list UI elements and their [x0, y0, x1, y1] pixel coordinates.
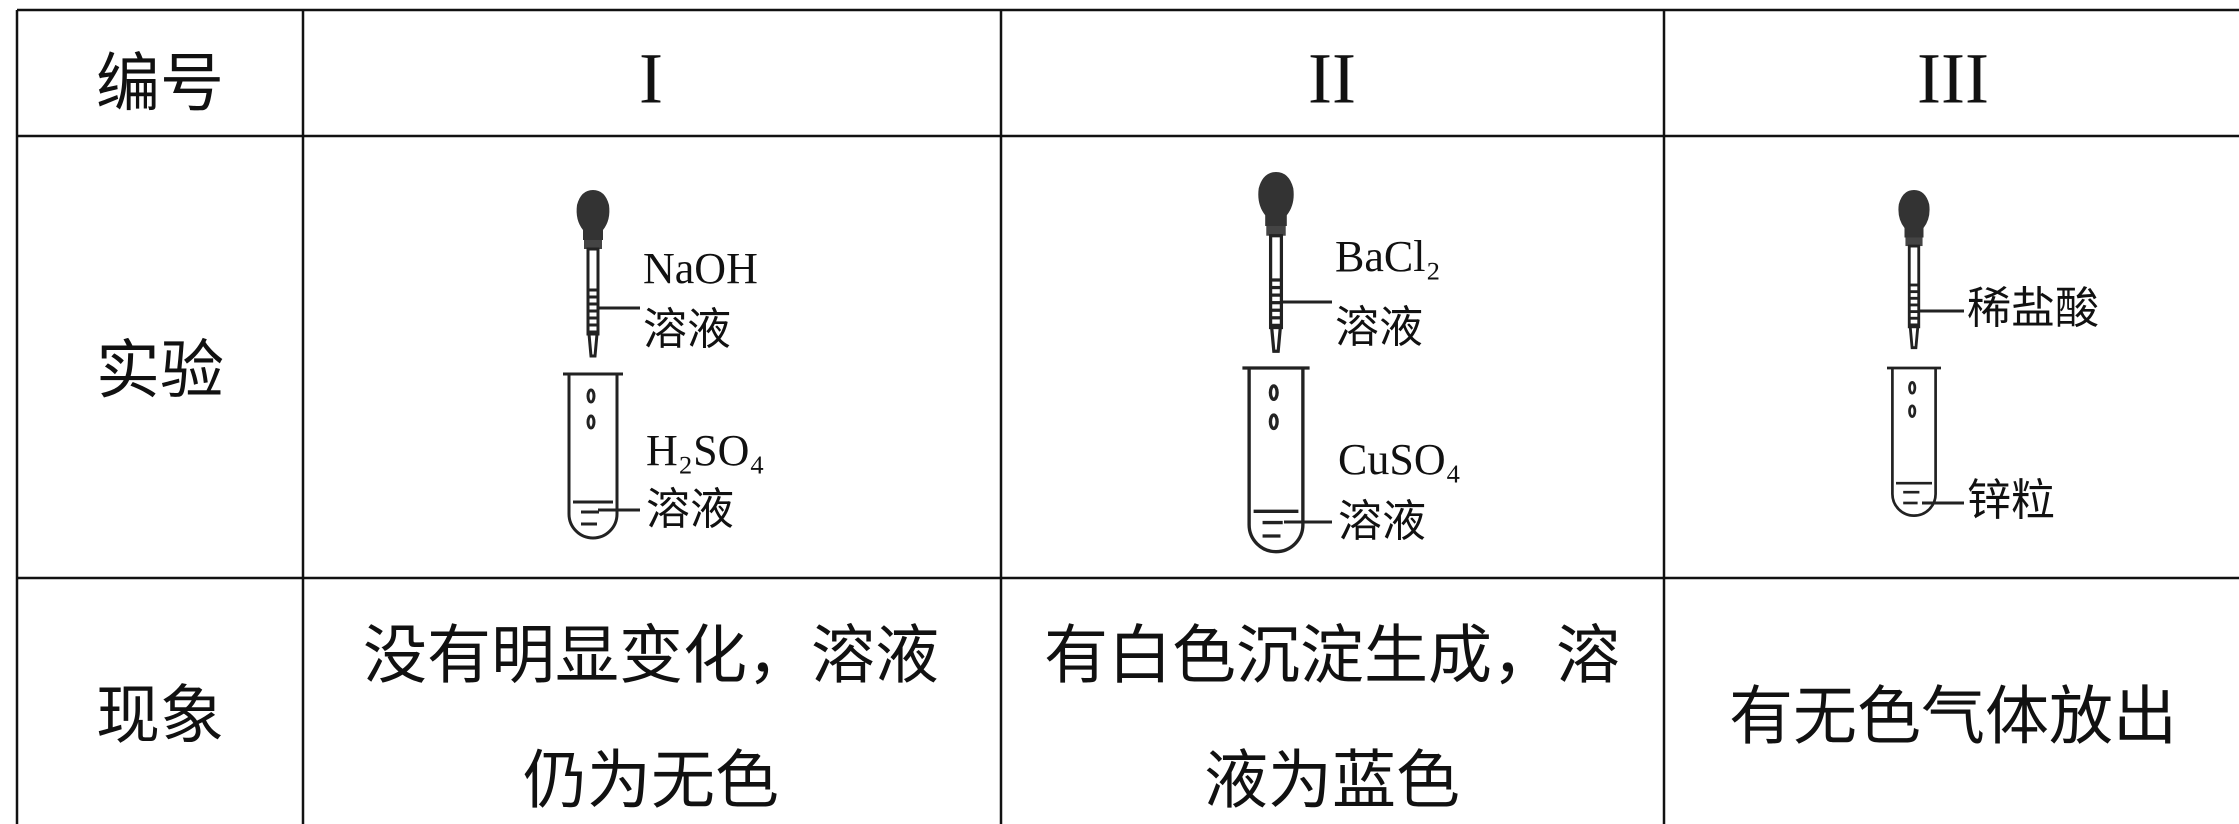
phenomenon-text: 液为蓝色	[1204, 745, 1460, 819]
reagent-label: 溶液	[1338, 496, 1426, 547]
reagent-label: CuSO₄	[1338, 435, 1461, 484]
reagent-label: 锌粒	[1967, 475, 2055, 526]
phenomenon-text: 仍为无色	[523, 745, 779, 819]
apparatus	[1240, 170, 1332, 554]
apparatus	[561, 188, 640, 540]
phenomenon-text: 没有明显变化，溶液	[363, 620, 939, 694]
reagent-label: NaOH	[643, 244, 758, 293]
header-cell: III	[1917, 39, 1989, 119]
row-label: 实验	[96, 335, 224, 409]
header-cell: II	[1308, 39, 1356, 119]
phenomenon-text: 有白色沉淀生成，溶	[1044, 620, 1620, 694]
apparatus	[1885, 188, 1964, 517]
phenomenon-text: 有无色气体放出	[1729, 681, 2177, 755]
reagent-label: 稀盐酸	[1967, 283, 2099, 334]
reagent-label: BaCl₂	[1335, 232, 1441, 281]
header-cell: 编号	[96, 48, 224, 122]
row-label: 现象	[96, 680, 224, 754]
header-cell: I	[639, 39, 663, 119]
reagent-label: H₂SO₄	[646, 426, 765, 475]
reagent-label: 溶液	[1335, 302, 1423, 353]
reagent-label: 溶液	[643, 304, 731, 355]
table-grid	[15, 8, 2239, 824]
reagent-label: 溶液	[646, 484, 734, 535]
